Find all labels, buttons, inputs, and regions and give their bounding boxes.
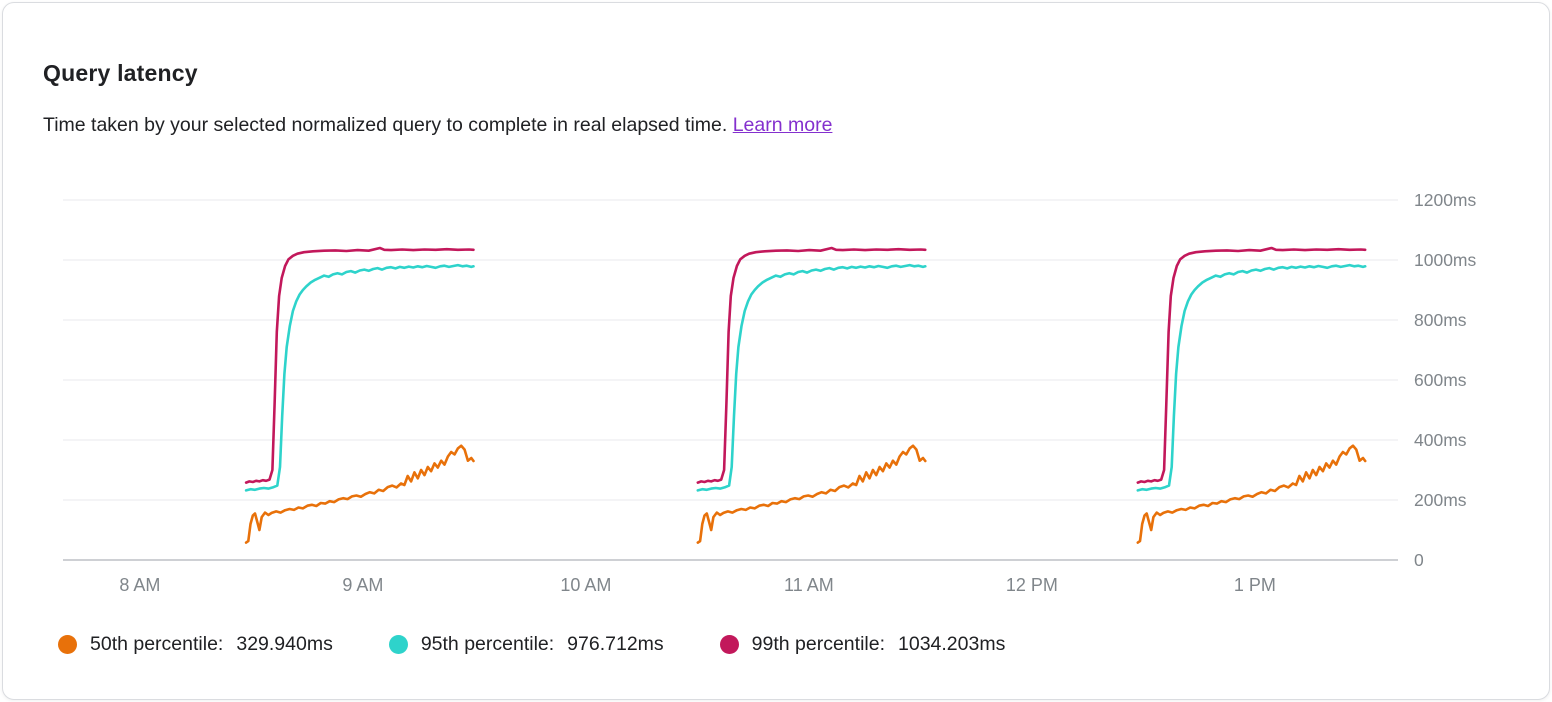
legend-value: 976.712ms: [567, 633, 664, 655]
legend-item-95th-percentile[interactable]: 95th percentile: 976.712ms: [388, 633, 664, 656]
y-tick-label: 0: [1414, 550, 1424, 570]
x-tick-label: 10 AM: [560, 575, 611, 595]
y-tick-label: 200ms: [1414, 490, 1467, 510]
legend-label: 99th percentile:: [751, 633, 885, 655]
x-tick-label: 9 AM: [342, 575, 383, 595]
legend-dot: [388, 635, 408, 654]
x-tick-label: 1 PM: [1234, 575, 1276, 595]
legend-value: 1034.203ms: [898, 633, 1006, 655]
series-line-99th-percentile: [244, 246, 1367, 484]
legend-label: 50th percentile:: [90, 633, 224, 655]
series-line-95th-percentile: [244, 263, 1367, 492]
y-tick-label: 1000ms: [1414, 250, 1477, 270]
chart-description: Time taken by your selected normalized q…: [43, 114, 832, 137]
legend-item-99th-percentile[interactable]: 99th percentile: 1034.203ms: [719, 633, 1006, 656]
learn-more-link[interactable]: Learn more: [732, 114, 833, 136]
legend-dot: [58, 635, 77, 654]
x-tick-label: 8 AM: [119, 575, 160, 595]
chart-legend: 50th percentile: 329.940ms 95th percentile…: [58, 633, 1005, 656]
y-tick-label: 600ms: [1414, 370, 1467, 390]
legend-value: 329.940ms: [236, 633, 333, 655]
y-tick-label: 800ms: [1414, 310, 1467, 330]
chart-description-text: Time taken by your selected normalized q…: [43, 114, 728, 136]
y-tick-label: 400ms: [1414, 430, 1467, 450]
y-tick-label: 1200ms: [1414, 190, 1477, 210]
x-tick-label: 11 AM: [784, 575, 834, 595]
latency-chart: 0 200ms 400ms 600ms 800ms 1000ms 1200ms 8 AM 9 A…: [63, 190, 1477, 595]
page-title: Query latency: [43, 60, 198, 86]
legend-label: 95th percentile:: [420, 633, 555, 655]
x-tick-label: 12 PM: [1006, 575, 1058, 595]
legend-item-50th-percentile[interactable]: 50th percentile: 329.940ms: [58, 633, 333, 656]
legend-dot: [719, 635, 739, 654]
series-line-50th-percentile: [244, 444, 1367, 544]
